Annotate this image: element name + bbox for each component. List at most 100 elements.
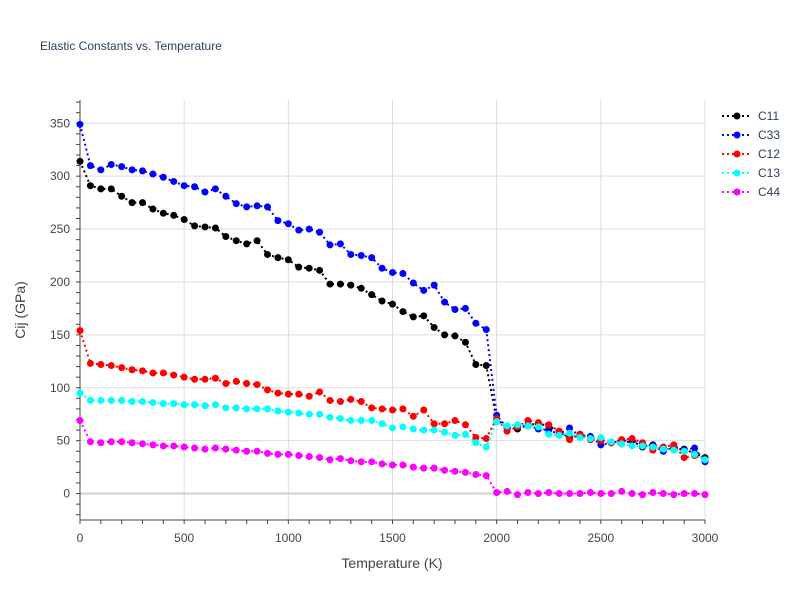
- data-point: [503, 487, 511, 495]
- gridlines: [80, 100, 706, 520]
- data-point: [680, 447, 688, 455]
- x-tick-label: 1500: [379, 531, 406, 545]
- data-point: [409, 279, 417, 287]
- data-point: [430, 464, 438, 472]
- data-point: [451, 332, 459, 340]
- data-point: [118, 438, 126, 446]
- data-point: [284, 220, 292, 228]
- data-point: [347, 417, 355, 425]
- data-point: [378, 405, 386, 413]
- data-point: [295, 226, 303, 234]
- data-point: [107, 396, 115, 404]
- data-point: [211, 374, 219, 382]
- data-point: [680, 454, 688, 462]
- y-tick-label: 100: [50, 381, 70, 395]
- y-axis-title: Cij (GPa): [12, 281, 28, 339]
- data-point: [524, 488, 532, 496]
- data-point: [618, 440, 626, 448]
- data-point: [149, 369, 157, 377]
- data-point: [659, 445, 667, 453]
- legend-marker: [733, 131, 741, 139]
- data-point: [441, 466, 449, 474]
- y-tick-label: 350: [50, 116, 70, 130]
- x-tick-label: 500: [174, 531, 194, 545]
- data-point: [201, 445, 209, 453]
- data-point: [149, 399, 157, 407]
- data-point: [86, 359, 94, 367]
- data-point: [274, 389, 282, 397]
- data-point: [149, 205, 157, 213]
- data-point: [264, 203, 271, 211]
- data-point: [264, 386, 271, 394]
- data-point: [326, 241, 334, 249]
- data-point: [253, 447, 261, 455]
- data-point: [128, 439, 136, 447]
- data-point: [128, 366, 136, 374]
- data-point: [222, 404, 230, 412]
- data-point: [284, 450, 292, 458]
- data-point: [389, 268, 396, 276]
- data-point: [180, 216, 188, 224]
- data-point: [253, 202, 261, 210]
- data-point: [222, 380, 230, 388]
- data-point: [97, 166, 105, 174]
- data-point: [378, 420, 386, 428]
- data-point: [139, 398, 146, 406]
- data-point: [76, 120, 84, 128]
- data-point: [430, 420, 438, 428]
- data-point: [441, 298, 449, 306]
- data-point: [482, 435, 490, 443]
- data-point: [274, 407, 282, 415]
- data-point: [201, 188, 209, 196]
- data-point: [451, 467, 459, 475]
- data-point: [451, 431, 459, 439]
- data-point: [76, 327, 84, 335]
- data-point: [118, 364, 126, 372]
- data-point: [524, 422, 532, 430]
- data-point: [399, 308, 407, 316]
- data-point: [76, 389, 84, 397]
- data-point: [441, 420, 449, 428]
- data-point: [534, 423, 542, 431]
- series-c12: [76, 327, 709, 464]
- y-tick-label: 50: [57, 434, 71, 448]
- legend-item-c13[interactable]: C13: [722, 166, 780, 180]
- data-point: [701, 456, 709, 464]
- data-point: [691, 450, 699, 458]
- data-point: [472, 439, 480, 447]
- x-tick-label: 0: [77, 531, 84, 545]
- data-point: [555, 490, 563, 498]
- data-point: [586, 488, 594, 496]
- data-point: [232, 404, 240, 412]
- data-point: [326, 396, 334, 404]
- data-point: [576, 433, 584, 441]
- data-point: [253, 405, 261, 413]
- data-point: [326, 280, 334, 288]
- data-point: [86, 162, 94, 170]
- data-point: [555, 431, 563, 439]
- legend-marker: [733, 112, 741, 120]
- legend-item-c11[interactable]: C11: [722, 109, 779, 123]
- data-point: [399, 405, 407, 413]
- legend-item-c12[interactable]: C12: [722, 147, 780, 161]
- data-point: [326, 456, 334, 464]
- data-point: [191, 183, 199, 191]
- data-point: [180, 182, 188, 190]
- data-point: [482, 472, 490, 480]
- data-point: [368, 254, 376, 262]
- data-point: [316, 454, 324, 462]
- data-point: [170, 211, 178, 219]
- data-point: [243, 405, 251, 413]
- data-point: [305, 453, 313, 461]
- legend-item-c44[interactable]: C44: [722, 185, 780, 199]
- data-point: [243, 380, 251, 388]
- data-point: [149, 170, 157, 178]
- data-point: [409, 412, 417, 420]
- data-point: [336, 280, 344, 288]
- legend[interactable]: C11 C33 C12 C13 C44: [722, 109, 780, 199]
- data-point: [545, 430, 553, 438]
- data-point: [107, 362, 115, 370]
- legend-item-c33[interactable]: C33: [722, 128, 780, 142]
- data-point: [232, 200, 240, 208]
- data-point: [461, 338, 469, 346]
